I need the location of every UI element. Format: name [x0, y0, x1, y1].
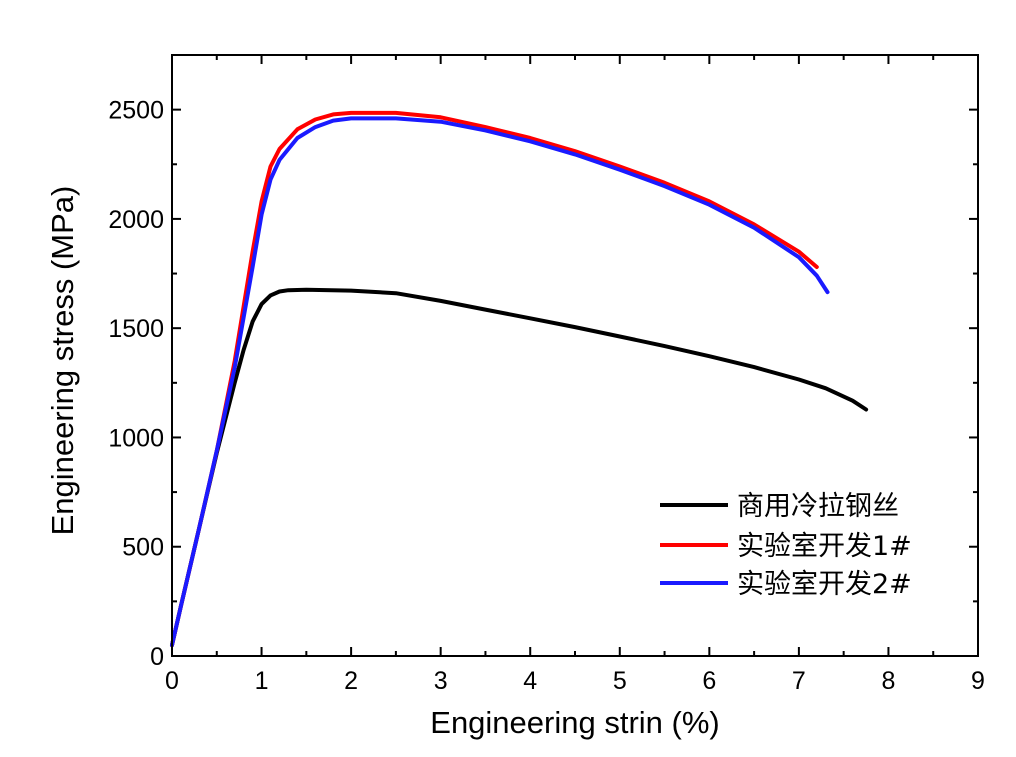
x-tick-label: 7	[792, 667, 806, 695]
x-tick-label: 4	[523, 667, 537, 695]
x-tick-label: 5	[613, 667, 627, 695]
y-tick-label: 500	[122, 534, 164, 562]
legend-label-1: 商用冷拉钢丝	[737, 491, 899, 522]
y-tick-label: 2000	[108, 206, 164, 234]
x-tick-label: 3	[434, 667, 448, 695]
legend-label-3: 实验室开发2#	[737, 569, 912, 600]
series-line-3	[170, 116, 830, 648]
y-tick-label: 0	[150, 643, 164, 671]
x-tick-label: 0	[165, 667, 179, 695]
y-tick-label: 1000	[108, 424, 164, 452]
x-tick-label: 6	[702, 667, 716, 695]
series-line-1	[170, 287, 869, 648]
x-tick-label: 2	[344, 667, 358, 695]
y-tick-label: 1500	[108, 315, 164, 343]
x-axis-title: Engineering strin (%)	[430, 705, 719, 740]
x-axis-ticks: 0 1 2 3 4 5 6 7 8 9	[165, 55, 985, 695]
legend-label-2: 实验室开发1#	[737, 531, 912, 562]
y-axis-ticks: 0 500 1000 1500 2000 2500	[108, 97, 978, 671]
x-tick-label: 9	[971, 667, 985, 695]
y-axis-title: Engineering stress (MPa)	[45, 186, 80, 536]
plot-lines	[170, 110, 869, 648]
y-tick-label: 2500	[108, 97, 164, 125]
x-tick-label: 1	[255, 667, 269, 695]
x-tick-label: 8	[881, 667, 895, 695]
